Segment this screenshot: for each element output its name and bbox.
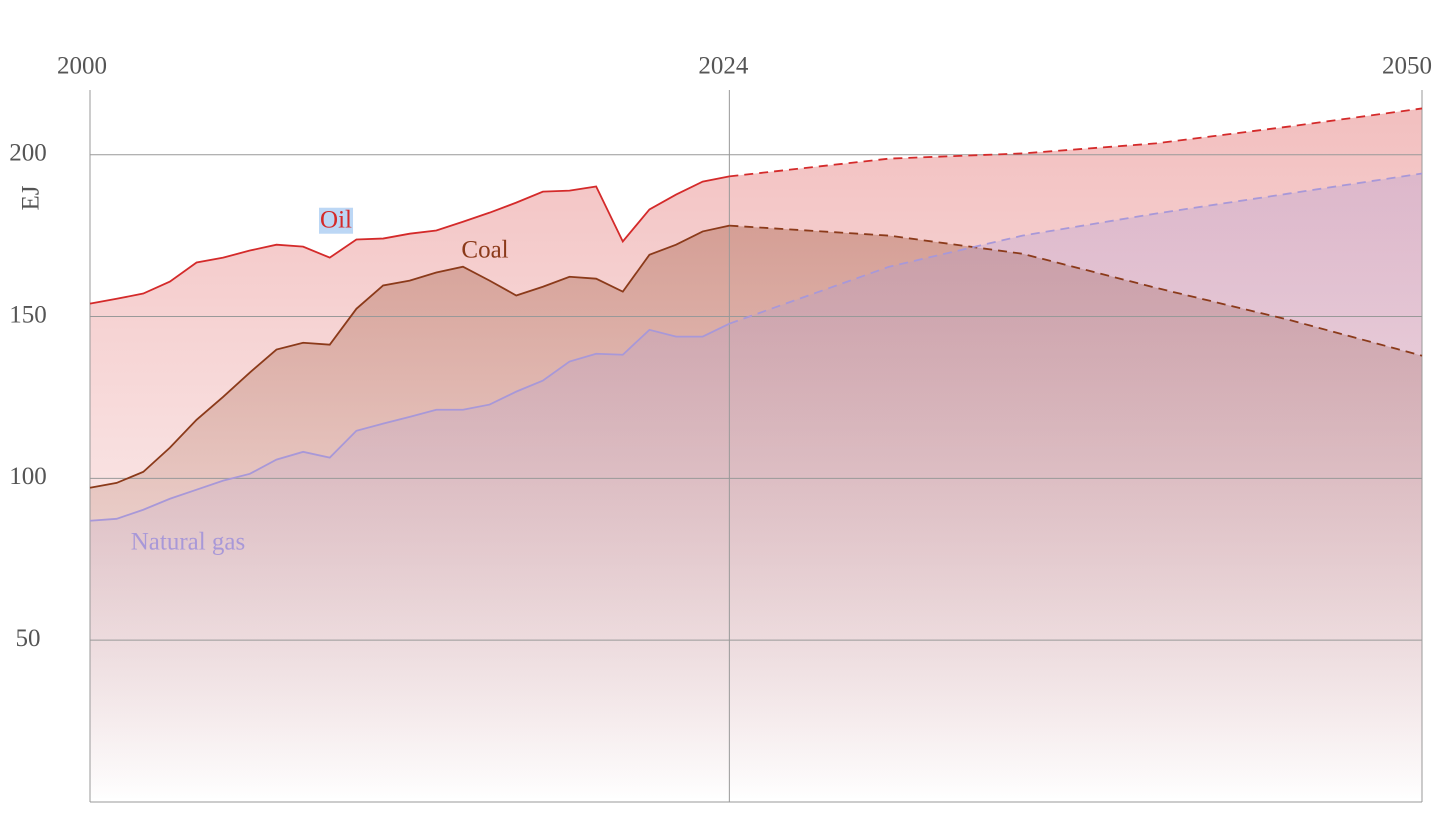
y-tick-label: 200 [9,139,47,166]
series-label: Oil [320,207,352,234]
projection-line [729,224,1423,357]
series-label: Natural gas [131,529,246,556]
y-axis-label: EJ [18,185,45,210]
x-tick-label: 2024 [698,53,749,80]
y-tick-label: 100 [9,463,47,490]
x-tick-label: 2000 [57,53,107,80]
y-tick-label: 150 [9,301,47,328]
projection-line [729,107,1423,178]
series-line [89,175,730,305]
series-label: Coal [461,237,508,264]
label-highlight [319,207,354,234]
area [90,173,1422,803]
series-line [89,322,730,522]
series-line [89,224,730,489]
x-tick-label: 2050 [1382,53,1432,80]
projection-line [729,172,1423,325]
y-tick-label: 50 [16,625,41,652]
